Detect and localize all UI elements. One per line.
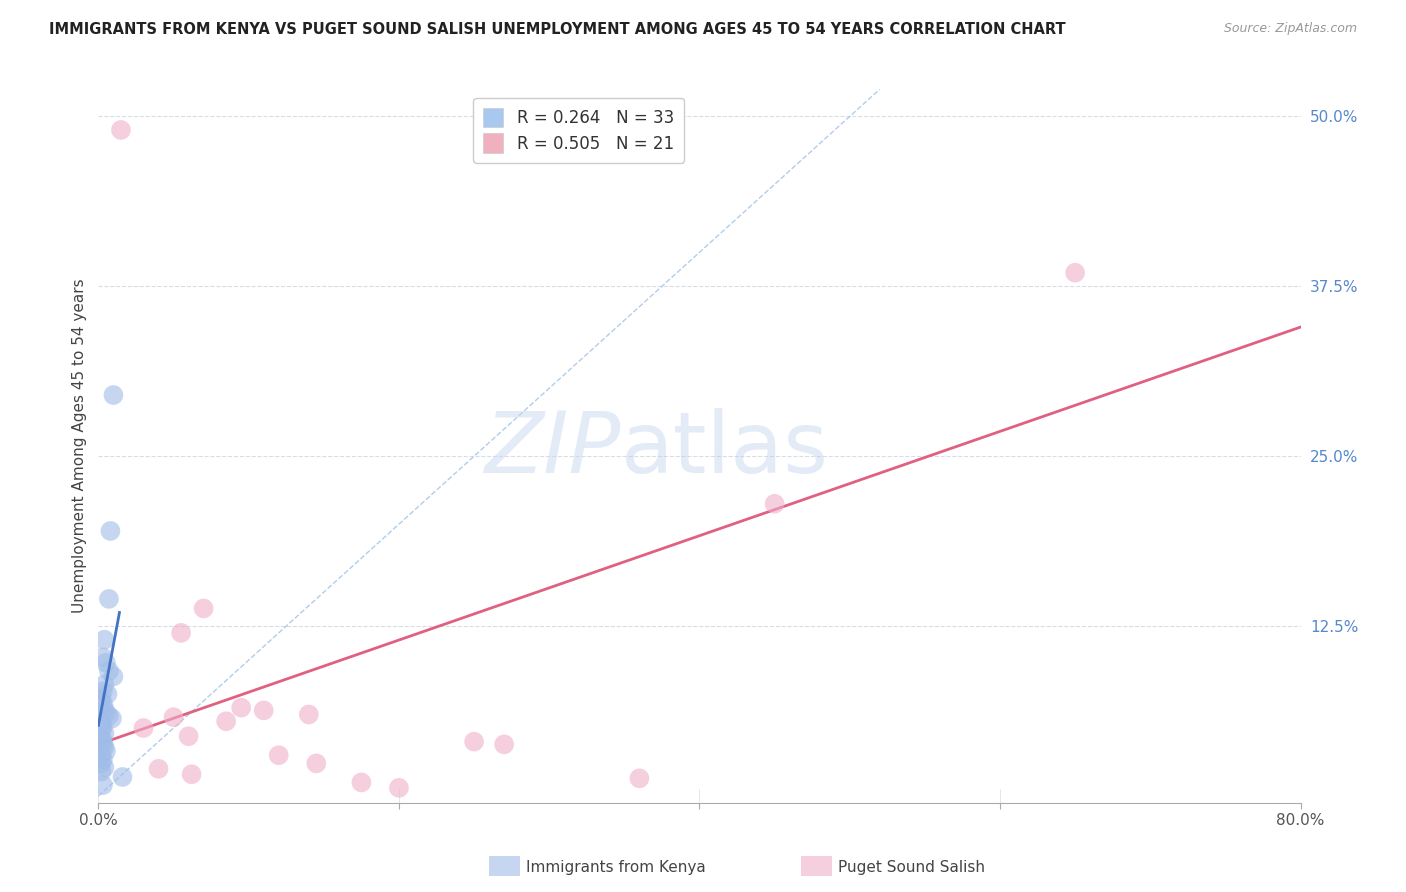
Point	[91, 734, 114, 748]
Point	[91, 720, 114, 734]
Point	[253, 703, 276, 717]
Text: ZIP: ZIP	[485, 408, 621, 491]
Point	[305, 756, 328, 771]
Point	[193, 601, 215, 615]
Point	[91, 737, 114, 751]
Point	[463, 734, 485, 748]
Text: Source: ZipAtlas.com: Source: ZipAtlas.com	[1223, 22, 1357, 36]
Point	[180, 767, 202, 781]
Point	[177, 729, 200, 743]
Point	[94, 744, 117, 758]
Point	[1064, 266, 1087, 280]
Point	[267, 748, 290, 763]
Point	[91, 752, 114, 766]
Point	[91, 697, 114, 711]
Point	[90, 723, 112, 737]
Point	[93, 760, 115, 774]
Point	[132, 721, 155, 735]
Point	[110, 123, 132, 137]
Point	[96, 687, 118, 701]
Point	[148, 762, 170, 776]
Point	[494, 737, 516, 751]
Point	[90, 715, 112, 730]
Point	[100, 524, 122, 538]
Point	[763, 497, 786, 511]
Point	[231, 700, 253, 714]
Point	[90, 748, 112, 763]
Text: Puget Sound Salish: Puget Sound Salish	[838, 860, 986, 874]
Point	[93, 702, 115, 716]
Point	[91, 650, 114, 665]
Point	[94, 656, 117, 670]
Point	[97, 708, 120, 723]
Text: Immigrants from Kenya: Immigrants from Kenya	[526, 860, 706, 874]
Point	[93, 726, 115, 740]
Point	[170, 626, 193, 640]
Point	[97, 591, 120, 606]
Point	[628, 772, 651, 786]
Point	[90, 764, 112, 779]
Point	[103, 669, 125, 683]
Legend: R = 0.264   N = 33, R = 0.505   N = 21: R = 0.264 N = 33, R = 0.505 N = 21	[474, 97, 683, 162]
Point	[215, 714, 238, 729]
Point	[90, 692, 112, 706]
Point	[388, 780, 411, 795]
Point	[90, 731, 112, 745]
Point	[101, 712, 124, 726]
Point	[90, 756, 112, 771]
Point	[91, 684, 114, 698]
Point	[93, 740, 115, 755]
Point	[97, 664, 120, 678]
Point	[298, 707, 321, 722]
Text: atlas: atlas	[621, 408, 830, 491]
Point	[103, 388, 125, 402]
Point	[94, 706, 117, 720]
Text: IMMIGRANTS FROM KENYA VS PUGET SOUND SALISH UNEMPLOYMENT AMONG AGES 45 TO 54 YEA: IMMIGRANTS FROM KENYA VS PUGET SOUND SAL…	[49, 22, 1066, 37]
Point	[93, 632, 115, 647]
Y-axis label: Unemployment Among Ages 45 to 54 years: Unemployment Among Ages 45 to 54 years	[72, 278, 87, 614]
Point	[91, 778, 114, 792]
Point	[350, 775, 373, 789]
Point	[111, 770, 134, 784]
Point	[162, 710, 184, 724]
Point	[93, 677, 115, 691]
